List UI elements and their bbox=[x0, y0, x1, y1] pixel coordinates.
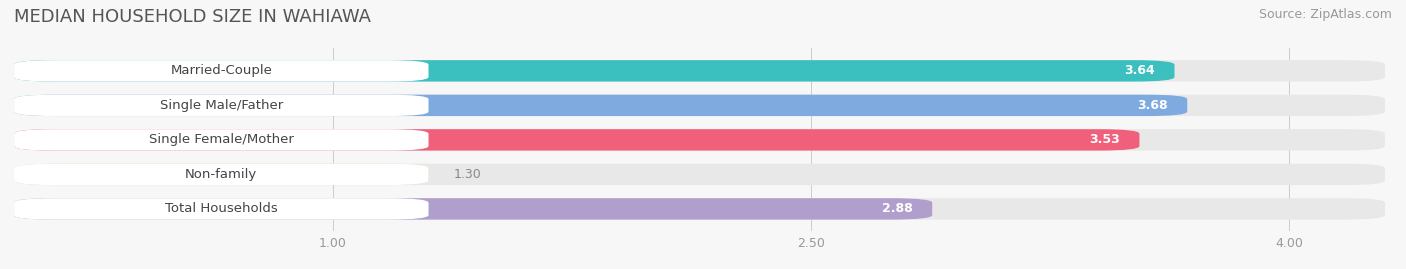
Text: Source: ZipAtlas.com: Source: ZipAtlas.com bbox=[1258, 8, 1392, 21]
Text: Single Male/Father: Single Male/Father bbox=[160, 99, 283, 112]
FancyBboxPatch shape bbox=[14, 198, 429, 220]
FancyBboxPatch shape bbox=[14, 95, 429, 116]
Text: MEDIAN HOUSEHOLD SIZE IN WAHIAWA: MEDIAN HOUSEHOLD SIZE IN WAHIAWA bbox=[14, 8, 371, 26]
FancyBboxPatch shape bbox=[14, 95, 1187, 116]
Text: 3.68: 3.68 bbox=[1137, 99, 1168, 112]
Text: 3.64: 3.64 bbox=[1125, 64, 1156, 77]
FancyBboxPatch shape bbox=[14, 129, 429, 151]
FancyBboxPatch shape bbox=[14, 164, 429, 185]
Text: 3.53: 3.53 bbox=[1090, 133, 1121, 146]
FancyBboxPatch shape bbox=[14, 60, 1174, 82]
Text: Total Households: Total Households bbox=[165, 202, 277, 215]
Text: 1.30: 1.30 bbox=[454, 168, 482, 181]
FancyBboxPatch shape bbox=[14, 95, 1385, 116]
FancyBboxPatch shape bbox=[14, 198, 1385, 220]
FancyBboxPatch shape bbox=[14, 164, 1385, 185]
FancyBboxPatch shape bbox=[14, 60, 1385, 82]
Text: Married-Couple: Married-Couple bbox=[170, 64, 273, 77]
FancyBboxPatch shape bbox=[14, 164, 429, 185]
Text: Single Female/Mother: Single Female/Mother bbox=[149, 133, 294, 146]
Text: Non-family: Non-family bbox=[186, 168, 257, 181]
FancyBboxPatch shape bbox=[14, 129, 1385, 151]
Text: 2.88: 2.88 bbox=[883, 202, 912, 215]
FancyBboxPatch shape bbox=[14, 60, 429, 82]
FancyBboxPatch shape bbox=[14, 129, 1139, 151]
FancyBboxPatch shape bbox=[14, 198, 932, 220]
